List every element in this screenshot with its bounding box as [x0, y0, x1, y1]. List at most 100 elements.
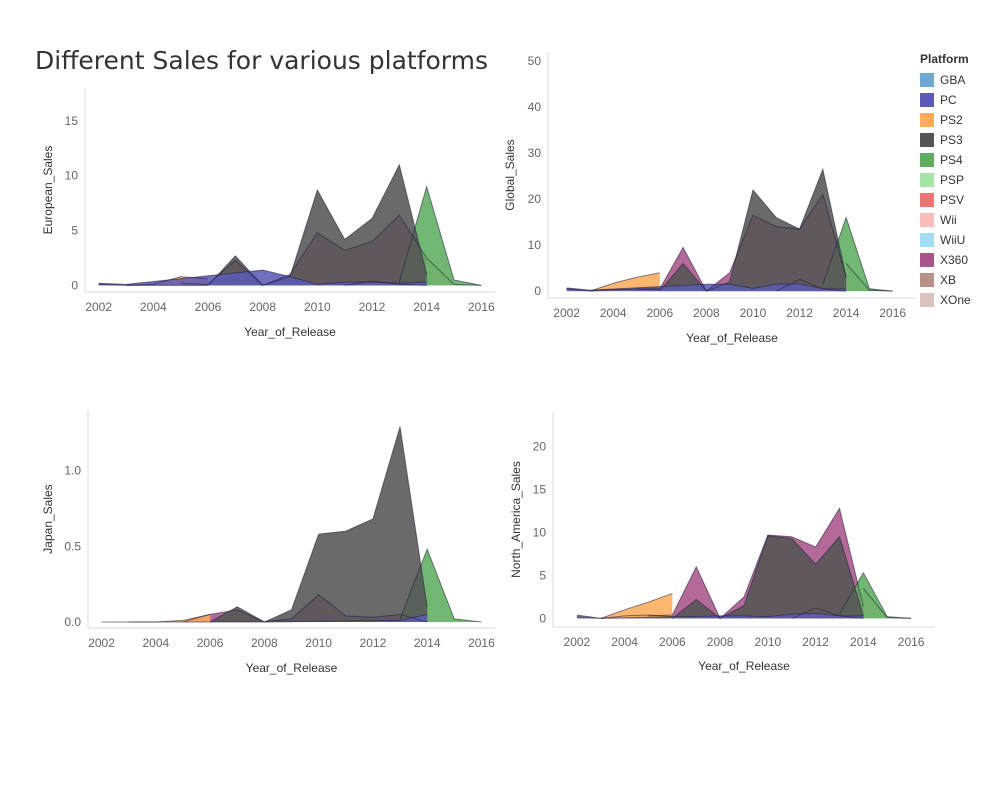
legend-swatch [920, 213, 934, 227]
area-ps3 [208, 164, 427, 286]
y-tick-label: 5 [539, 568, 546, 582]
area-outline-ps4 [399, 547, 482, 623]
legend-label: XOne [940, 293, 971, 307]
x-tick-label: 2006 [659, 635, 686, 649]
y-tick-label: 20 [533, 439, 547, 453]
y-tick-label: 1.0 [64, 464, 81, 478]
y-tick-label: 5 [71, 224, 78, 238]
legend-swatch [920, 133, 934, 147]
area-outline-ps2 [589, 272, 660, 292]
x-tick-label: 2012 [802, 635, 829, 649]
y-axis-title: Global_Sales [503, 139, 517, 210]
area-outline-pc [98, 269, 427, 285]
x-tick-label: 2014 [833, 306, 860, 320]
area-outline-ps3 [672, 535, 864, 619]
area-outline-psv [776, 279, 847, 292]
legend-item-ps4[interactable]: PS4 [920, 150, 971, 170]
legend-item-psv[interactable]: PSV [920, 190, 971, 210]
legend-swatch [920, 233, 934, 247]
x-tick-label: 2006 [646, 306, 673, 320]
x-tick-label: 2016 [468, 636, 495, 650]
legend-swatch [920, 113, 934, 127]
area-ps3 [210, 426, 428, 622]
chart-2: 2002 2004 2006 2008 2010 2012 2014 2016 0 10 20 30 4… [503, 52, 916, 345]
page-title: Different Sales for various platforms [35, 46, 489, 75]
legend-item-gba[interactable]: GBA [920, 70, 971, 90]
y-tick-label: 30 [528, 146, 542, 160]
area-outline-x360 [636, 193, 847, 292]
area-outline-x360 [182, 594, 428, 623]
x-tick-label: 2010 [755, 635, 782, 649]
chart-1: 2002 2004 2006 2008 2010 2012 2014 2016 0 5 10 15 Ye… [41, 88, 495, 339]
area-outline-xone [426, 257, 482, 286]
legend-item-wiiu[interactable]: WiiU [920, 230, 971, 250]
legend-item-xone[interactable]: XOne [920, 290, 971, 310]
y-tick-label: 0 [539, 611, 546, 625]
y-tick-label: 0 [534, 284, 541, 298]
area-outline-pc [566, 283, 847, 291]
area-outline-x360 [648, 507, 864, 620]
y-tick-label: 15 [533, 482, 547, 496]
x-tick-label: 2002 [88, 636, 115, 650]
x-tick-label: 2010 [304, 300, 331, 314]
x-axis-title: Year_of_Release [686, 331, 778, 345]
x-tick-label: 2008 [693, 306, 720, 320]
legend-label: PSP [940, 173, 965, 187]
area-outline-xb [98, 283, 208, 286]
area-ps3 [672, 535, 864, 619]
x-axis-title: Year_of_Release [698, 659, 790, 673]
area-outline-ps4 [839, 571, 912, 619]
y-tick-label: 0 [71, 278, 78, 292]
y-tick-label: 10 [533, 525, 547, 539]
area-outline-ps2 [600, 592, 673, 619]
legend-item-ps3[interactable]: PS3 [920, 130, 971, 150]
legend-item-wii[interactable]: Wii [920, 210, 971, 230]
legend-label: WiiU [940, 233, 966, 247]
x-axis-title: Year_of_Release [244, 325, 336, 339]
legend-label: GBA [940, 73, 966, 87]
legend-title: Platform [920, 52, 969, 66]
area-outline-ps3 [659, 167, 847, 292]
legend-label: PSV [940, 193, 965, 207]
legend-label: PS3 [940, 133, 963, 147]
x-tick-label: 2012 [786, 306, 813, 320]
y-tick-label: 20 [528, 192, 542, 206]
x-tick-label: 2002 [85, 300, 112, 314]
area-outline-pc [576, 612, 864, 619]
legend-label: PS2 [940, 113, 963, 127]
x-tick-label: 2008 [249, 300, 276, 314]
legend-item-x360[interactable]: X360 [920, 250, 971, 270]
legend-label: X360 [940, 253, 969, 267]
x-tick-label: 2002 [564, 635, 591, 649]
chart-3: 2002 2004 2006 2008 2010 2012 2014 2016 0.0 0.5 1.… [41, 410, 495, 675]
area-ps2 [589, 272, 660, 292]
x-tick-label: 2004 [600, 306, 627, 320]
y-axis-title: North_America_Sales [509, 461, 523, 578]
y-axis-title: Japan_Sales [41, 484, 55, 553]
legend-item-ps2[interactable]: PS2 [920, 110, 971, 130]
area-outline-x360 [180, 214, 428, 287]
x-tick-label: 2004 [140, 300, 167, 314]
legend: Platform GBA PC PS2 PS3 PS4 PSP PSV Wii WiiU X360… [920, 52, 971, 310]
legend-item-psp[interactable]: PSP [920, 170, 971, 190]
legend-swatch [920, 73, 934, 87]
area-ps3 [659, 169, 847, 292]
x-tick-label: 2004 [611, 635, 638, 649]
y-tick-label: 15 [65, 114, 79, 128]
x-tick-label: 2010 [305, 636, 332, 650]
x-tick-label: 2004 [142, 636, 169, 650]
x-tick-label: 2012 [359, 300, 386, 314]
x-tick-label: 2006 [195, 300, 222, 314]
y-tick-label: 0.5 [64, 539, 81, 553]
x-axis-title: Year_of_Release [246, 661, 338, 675]
legend-label: PS4 [940, 153, 963, 167]
legend-item-xb[interactable]: XB [920, 270, 971, 290]
y-tick-label: 10 [528, 238, 542, 252]
legend-item-pc[interactable]: PC [920, 90, 971, 110]
x-tick-label: 2016 [879, 306, 906, 320]
x-tick-label: 2014 [850, 635, 877, 649]
legend-swatch [920, 253, 934, 267]
legend-label: Wii [940, 213, 957, 227]
chart-4: 2002 2004 2006 2008 2010 2012 2014 2016 0 5 10 15 20… [509, 412, 935, 673]
